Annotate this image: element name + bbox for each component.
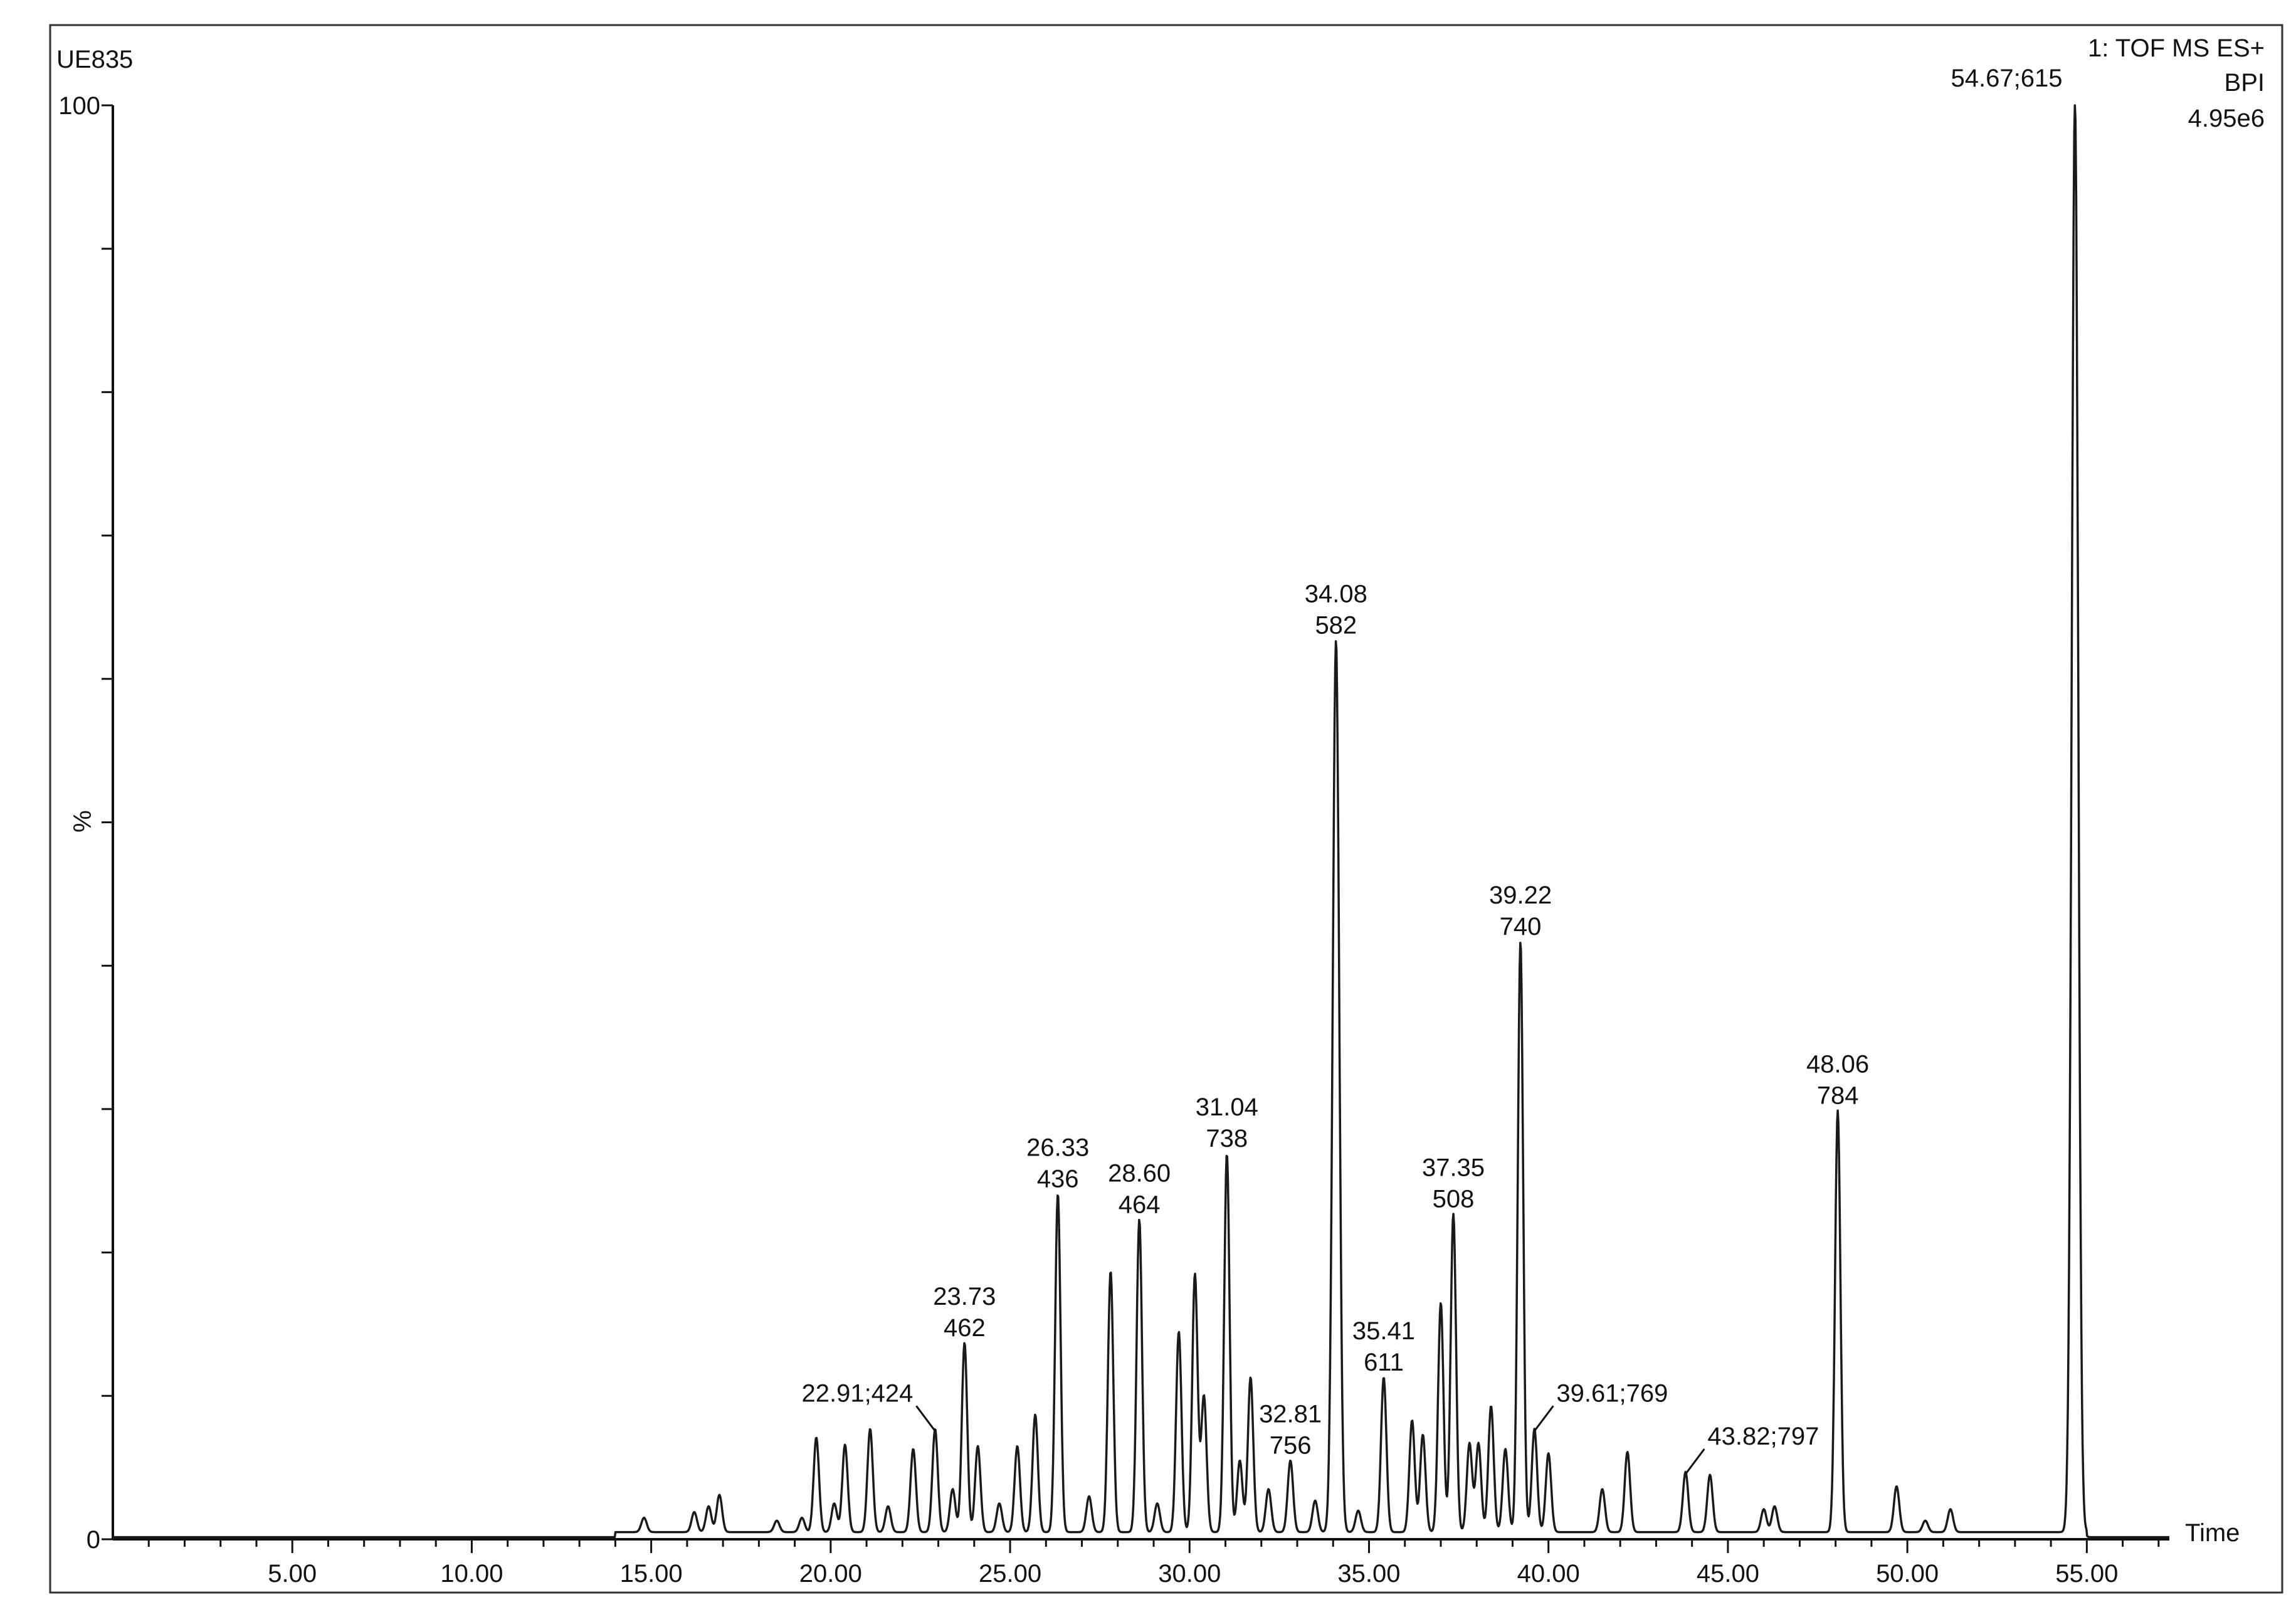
peak-label: 43.82;797	[1707, 1423, 1819, 1450]
peak-label: 32.81	[1259, 1401, 1322, 1428]
peak-label: 39.22	[1489, 882, 1552, 909]
x-tick-label: 30.00	[1158, 1560, 1221, 1588]
peak-label: 462	[944, 1314, 986, 1342]
peak-leader-line	[915, 1405, 936, 1432]
bpi-trace	[112, 104, 2170, 1539]
peak-label: 26.33	[1026, 1134, 1089, 1161]
x-tick-label: 25.00	[979, 1560, 1041, 1588]
peak-leader-line	[1534, 1405, 1554, 1432]
peak-label: 48.06	[1806, 1051, 1869, 1078]
peak-label: 464	[1119, 1191, 1161, 1218]
peak-label: 35.41	[1352, 1317, 1415, 1345]
y-axis-label: %	[69, 810, 97, 833]
peak-label: 582	[1315, 611, 1357, 639]
function-label: 1: TOF MS ES+	[2088, 34, 2265, 62]
chart-border	[49, 24, 2283, 1594]
peak-label: 740	[1500, 913, 1542, 940]
peak-label: 23.73	[933, 1283, 996, 1310]
x-tick-label: 15.00	[620, 1560, 683, 1588]
sample-id-label: UE835	[56, 46, 133, 73]
x-tick-label: 45.00	[1697, 1560, 1759, 1588]
peak-label: 611	[1364, 1349, 1404, 1376]
y-tick-label: 100	[58, 92, 100, 120]
peak-annotations: 54.67;615 34.08 582 39.22 740 48.06 784 31.04 73…	[801, 65, 2062, 1475]
peak-label: 784	[1817, 1082, 1859, 1110]
x-tick-label: 50.00	[1876, 1560, 1939, 1588]
peak-label: 39.61;769	[1556, 1379, 1668, 1407]
peak-label: 508	[1433, 1185, 1475, 1213]
x-tick-label: 5.00	[268, 1560, 317, 1588]
peak-label: 738	[1206, 1125, 1248, 1152]
peak-label: 34.08	[1305, 580, 1367, 608]
y-ticks: 0 100	[58, 92, 113, 1554]
peak-label: 22.91;424	[801, 1379, 913, 1407]
x-tick-label: 35.00	[1337, 1560, 1400, 1588]
max-intensity-label: 4.95e6	[2188, 105, 2265, 132]
peak-leader-line	[1685, 1448, 1705, 1475]
x-tick-label: 55.00	[2055, 1560, 2118, 1588]
peak-label: 756	[1270, 1432, 1312, 1460]
peak-label: 31.04	[1196, 1093, 1258, 1121]
x-tick-label: 10.00	[440, 1560, 503, 1588]
x-ticks: 5.00 10.00 15.00 20.00 25.00 30.00 35.00 40.00 4…	[147, 1539, 2160, 1588]
peak-label: 28.60	[1108, 1159, 1171, 1187]
peak-label: 436	[1037, 1165, 1079, 1193]
peak-label: 54.67;615	[1951, 65, 2062, 92]
y-tick-label: 0	[87, 1526, 100, 1554]
x-tick-label: 20.00	[799, 1560, 862, 1588]
trace-type-label: BPI	[2225, 69, 2265, 97]
peak-label: 37.35	[1422, 1154, 1485, 1181]
x-axis-label: Time	[2185, 1519, 2240, 1547]
x-tick-label: 40.00	[1517, 1560, 1580, 1588]
